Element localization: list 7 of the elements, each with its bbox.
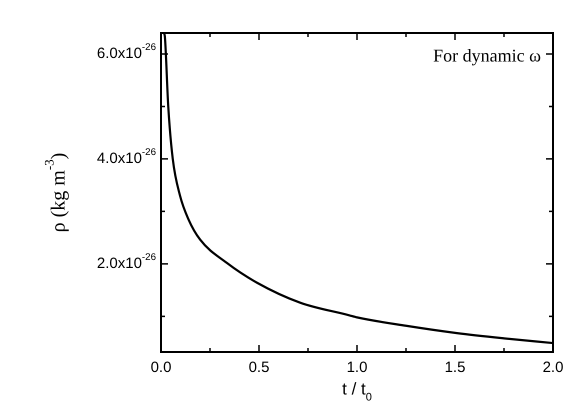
y-axis-title: ρ (kg m-3)	[41, 152, 70, 232]
x-tick-label: 0.0	[150, 359, 172, 376]
x-tick-label: 1.0	[346, 359, 368, 376]
annotation: For dynamic ω	[433, 46, 542, 66]
x-tick-label: 1.5	[444, 359, 466, 376]
x-tick-label: 0.5	[248, 359, 270, 376]
x-tick-label: 2.0	[542, 359, 564, 376]
